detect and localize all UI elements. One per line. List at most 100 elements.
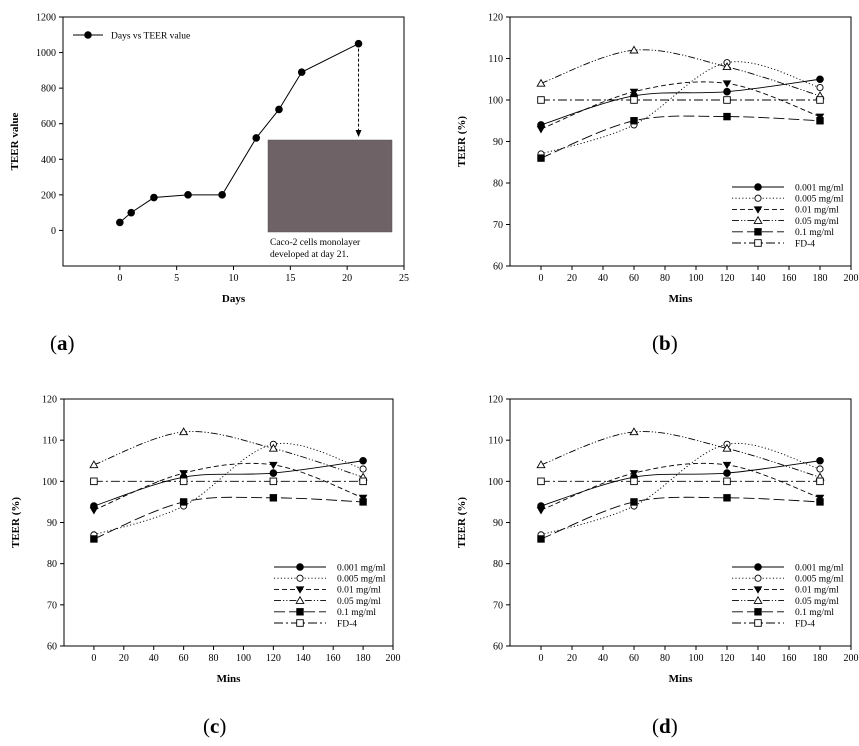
legend-label: FD-4 (795, 619, 815, 629)
y-tick-label: 70 (47, 600, 57, 611)
legend-marker (296, 608, 304, 616)
legend-label: 0.01 mg/ml (795, 586, 839, 596)
data-point (537, 477, 545, 486)
x-tick-label: 25 (399, 273, 409, 284)
y-axis-label: TEER (%) (456, 497, 468, 548)
series-line-4 (540, 115, 821, 159)
data-point (184, 191, 192, 199)
x-tick-label: 100 (689, 653, 704, 664)
data-point (630, 477, 638, 486)
data-point (630, 96, 638, 104)
data-point (722, 80, 732, 88)
data-point (816, 498, 824, 506)
legend-marker (754, 194, 762, 202)
legend-label: 0.001 mg/ml (795, 183, 844, 193)
series-line-3 (540, 49, 821, 97)
x-tick-label: 140 (296, 653, 311, 664)
series-line-0 (93, 460, 364, 507)
data-point (722, 461, 732, 470)
x-tick-label: 40 (149, 653, 159, 664)
arrow-head (355, 130, 362, 137)
legend-marker (296, 619, 304, 627)
data-point (537, 535, 545, 543)
x-tick-label: 20 (567, 653, 577, 664)
x-tick-label: 20 (567, 273, 577, 284)
data-point (816, 84, 824, 92)
x-tick-label: 60 (179, 653, 189, 664)
series-line-3 (93, 431, 364, 478)
data-point (268, 443, 278, 452)
y-tick-label: 0 (51, 226, 56, 237)
y-tick-label: 120 (488, 13, 503, 24)
y-tick-label: 120 (42, 395, 57, 406)
panel-a: 0 5 10 15 20 25 0 200 400 600 800 1000 1200 Days TEER … (9, 13, 409, 356)
legend-marker (753, 586, 763, 594)
data-point (359, 477, 367, 486)
data-point (354, 39, 363, 48)
data-point (629, 45, 639, 54)
data-point (269, 461, 278, 470)
x-tick-label: 200 (386, 653, 401, 664)
legend-marker (296, 574, 304, 582)
series-line-1 (540, 442, 821, 536)
legend-label: 0.005 mg/ml (795, 195, 844, 205)
data-point (816, 117, 824, 125)
data-point (723, 477, 731, 486)
x-tick-label: 0 (539, 273, 544, 284)
data-point (816, 96, 824, 104)
panel-label-close-paren: ) (68, 331, 75, 355)
legend-marker (754, 619, 762, 627)
panel-label-close-paren: ) (671, 331, 678, 355)
data-point (816, 477, 824, 486)
series-line-4 (540, 496, 821, 540)
data-point (252, 134, 261, 142)
x-tick-label: 200 (844, 653, 859, 664)
legend-label: 0.1 mg/ml (795, 608, 834, 618)
data-point (723, 494, 731, 502)
legend-marker (754, 239, 762, 247)
panel-label-close-paren: ) (671, 714, 678, 738)
panel-label-open-paren: ( (203, 714, 210, 738)
panel-b: 0 20 40 60 80 100 120 140 160 180 200 60 70 80 90 100 11… (456, 13, 859, 356)
x-tick-label: 120 (720, 653, 735, 664)
series-line-2 (540, 81, 821, 130)
panel-label: (c) (203, 714, 226, 738)
data-point (537, 154, 545, 162)
panel-label-letter: c (210, 714, 219, 738)
inset-caption-line1: Caco-2 cells monolayer (270, 238, 361, 248)
legend-marker (296, 563, 304, 571)
data-point (269, 477, 278, 486)
data-point (90, 477, 98, 486)
panel-label-open-paren: ( (50, 331, 57, 355)
y-tick-label: 110 (42, 436, 57, 447)
y-tick-label: 600 (41, 119, 56, 130)
y-tick-label: 800 (41, 84, 56, 95)
x-tick-label: 60 (629, 273, 639, 284)
x-tick-label: 20 (342, 273, 352, 284)
data-point (116, 218, 124, 227)
y-tick-label: 70 (493, 220, 503, 231)
x-tick-label: 80 (660, 273, 670, 284)
legend-label: 0.005 mg/ml (337, 575, 386, 585)
data-point (723, 96, 731, 104)
panel-label-letter: a (57, 331, 68, 355)
legend-marker (754, 183, 762, 191)
y-tick-label: 100 (488, 96, 503, 107)
legend-label: 0.05 mg/ml (795, 597, 839, 607)
y-tick-label: 80 (493, 559, 503, 570)
panel-label-open-paren: ( (652, 714, 659, 738)
x-tick-label: 80 (209, 653, 219, 664)
data-point (537, 96, 545, 104)
y-tick-label: 110 (488, 436, 503, 447)
data-point (275, 105, 283, 114)
data-point (359, 456, 367, 465)
data-point (297, 68, 306, 76)
data-point (218, 191, 226, 199)
x-tick-label: 140 (751, 653, 766, 664)
legend-label: 0.005 mg/ml (795, 575, 844, 585)
data-point (630, 498, 638, 506)
y-tick-label: 100 (42, 477, 57, 488)
y-tick-label: 70 (493, 600, 503, 611)
legend-label: 0.1 mg/ml (337, 608, 376, 618)
